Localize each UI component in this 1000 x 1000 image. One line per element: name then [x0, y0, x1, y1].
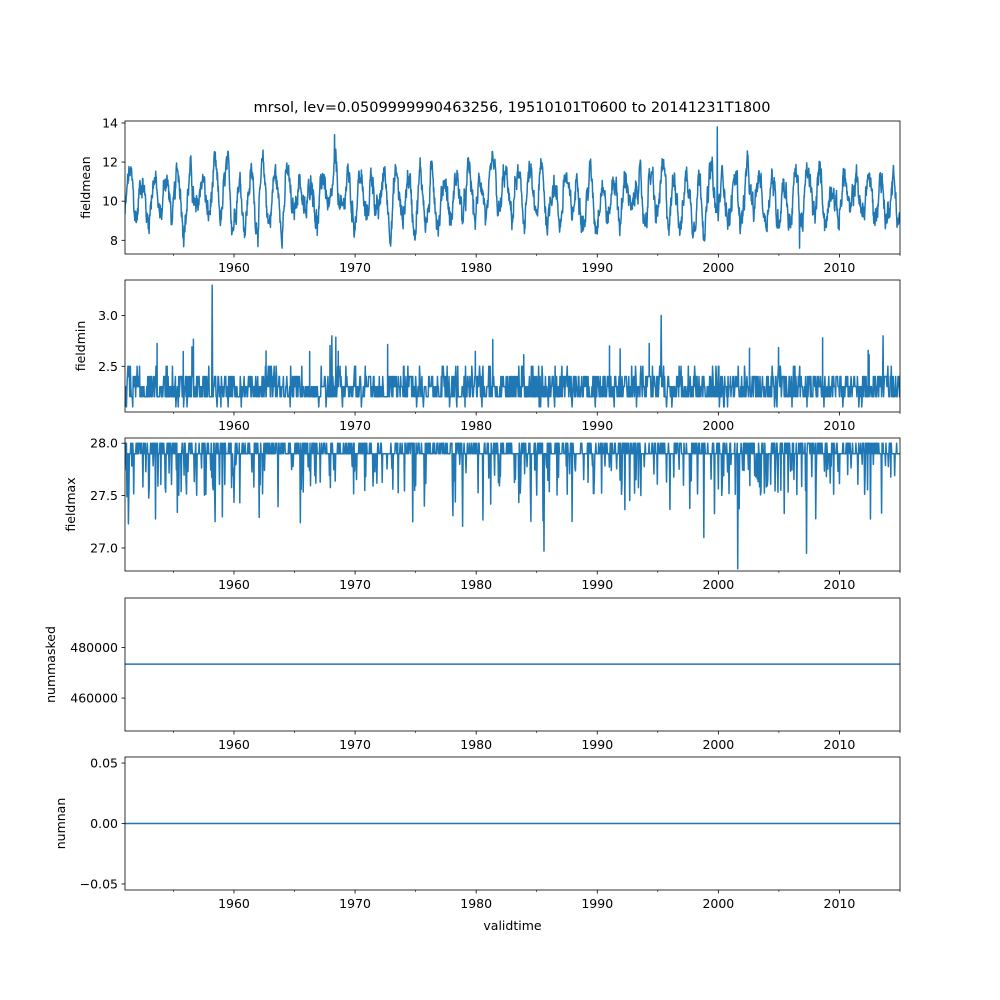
panel-nummasked: 460000 480000 1960 1970 1980 1990 2000 2010 numm… — [43, 597, 901, 752]
panel-numnan: −0.05 0.00 0.05 1960 1970 1980 1990 2000 2010 num… — [53, 756, 901, 933]
x-tick-label: 2010 — [824, 418, 856, 433]
y-axis-label: fieldmax — [63, 477, 78, 531]
x-tick-label: 1980 — [460, 896, 492, 911]
y-tick-label: 12 — [102, 155, 118, 170]
x-tick-label: 1980 — [460, 737, 492, 752]
x-tick-label: 1960 — [218, 418, 250, 433]
y-tick-label: 14 — [102, 115, 118, 130]
y-tick-label: 3.0 — [98, 308, 118, 323]
series-line-fieldmax — [125, 442, 900, 570]
x-tick-label: 1970 — [339, 260, 371, 275]
x-tick-label: 2000 — [702, 737, 734, 752]
series-line-fieldmean — [125, 126, 900, 249]
y-tick-label: 28.0 — [90, 436, 118, 451]
y-axis-label: numnan — [53, 798, 68, 850]
x-axis-label: validtime — [483, 918, 541, 933]
y-axis-label: fieldmin — [73, 321, 88, 372]
x-tick-label: 1990 — [581, 418, 613, 433]
chart-title: mrsol, lev=0.0509999990463256, 19510101T… — [254, 100, 771, 116]
x-tick-label: 2010 — [824, 260, 856, 275]
y-axis-label: nummasked — [43, 626, 58, 703]
x-tick-label: 1970 — [339, 896, 371, 911]
y-tick-label: 0.00 — [90, 816, 118, 831]
y-tick-label: 480000 — [70, 640, 118, 655]
y-tick-label: 27.5 — [90, 488, 118, 503]
series-line-fieldmin — [125, 284, 900, 408]
y-tick-label: 27.0 — [90, 540, 118, 555]
y-tick-label: 10 — [102, 194, 118, 209]
x-tick-label: 2010 — [824, 577, 856, 592]
axes-frame — [124, 597, 901, 732]
y-tick-label: −0.05 — [80, 876, 118, 891]
x-tick-label: 1960 — [218, 737, 250, 752]
x-tick-label: 1970 — [339, 737, 371, 752]
axes-frame — [124, 437, 901, 572]
y-tick-label: 2.5 — [98, 359, 118, 374]
x-tick-label: 2000 — [702, 260, 734, 275]
panel-fieldmax: 27.0 27.5 28.0 1960 1970 1980 1990 2000 2010 fiel… — [63, 436, 901, 592]
x-tick-label: 1990 — [581, 896, 613, 911]
y-tick-label: 460000 — [70, 691, 118, 706]
x-tick-label: 2000 — [702, 896, 734, 911]
x-tick-label: 1980 — [460, 260, 492, 275]
x-tick-label: 2010 — [824, 896, 856, 911]
y-axis-label: fieldmean — [78, 156, 93, 218]
panel-fieldmin: 2.5 3.0 1960 1970 1980 1990 2000 2010 fieldmin — [73, 279, 901, 433]
x-tick-label: 1960 — [218, 260, 250, 275]
y-tick-label: 8 — [110, 233, 118, 248]
x-tick-label: 2010 — [824, 737, 856, 752]
x-tick-label: 1990 — [581, 577, 613, 592]
axes-frame — [124, 279, 901, 413]
x-tick-label: 1980 — [460, 577, 492, 592]
x-tick-label: 1990 — [581, 260, 613, 275]
x-tick-label: 1970 — [339, 418, 371, 433]
x-tick-label: 2000 — [702, 418, 734, 433]
x-tick-label: 2000 — [702, 577, 734, 592]
x-tick-label: 1960 — [218, 896, 250, 911]
x-tick-label: 1990 — [581, 737, 613, 752]
x-tick-label: 1980 — [460, 418, 492, 433]
panel-fieldmean: 8 10 12 14 1960 1970 1980 1990 2000 2010 fieldmean — [78, 115, 901, 275]
x-tick-label: 1970 — [339, 577, 371, 592]
x-tick-label: 1960 — [218, 577, 250, 592]
axes-frame — [124, 120, 901, 255]
y-tick-label: 0.05 — [90, 756, 118, 771]
